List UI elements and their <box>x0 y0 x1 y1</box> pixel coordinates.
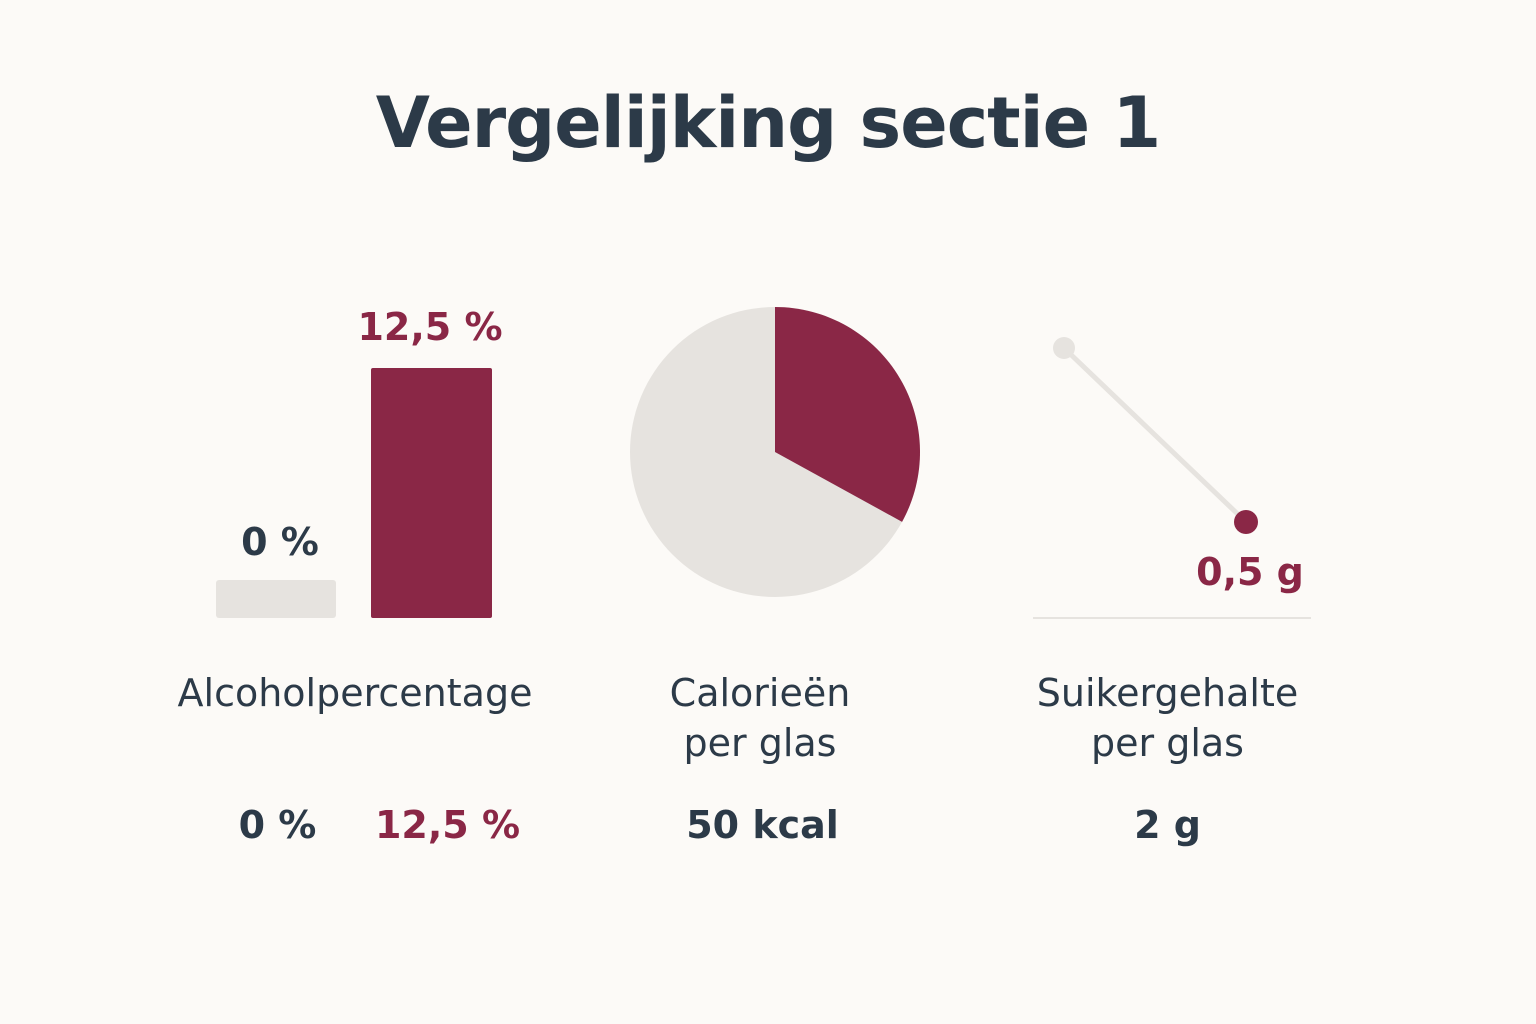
alcohol-bottom-value-1: 12,5 % <box>374 803 521 847</box>
sugar-point-start <box>1053 337 1075 359</box>
sugar-data-label: 0,5 g <box>1196 550 1304 594</box>
sugar-label-line1: Suikergehalte <box>1036 671 1299 715</box>
calories-pie-chart <box>630 307 920 597</box>
calories-bottom-value: 50 kcal <box>686 803 839 847</box>
sugar-point-end <box>1234 510 1258 534</box>
bar-zero-percent <box>216 580 336 618</box>
alcohol-bar-chart <box>216 368 492 618</box>
calories-label-line2: per glas <box>683 721 837 765</box>
alcohol-label: Alcoholpercentage <box>177 671 533 715</box>
sugar-series-line <box>1061 345 1249 525</box>
bar-data-label-0: 0 % <box>241 520 319 564</box>
sugar-label-line2: per glas <box>1091 721 1244 765</box>
bar-data-label-1: 12,5 % <box>357 305 503 349</box>
sugar-line-chart <box>1033 337 1311 619</box>
bar-twelve-percent <box>371 368 492 618</box>
chart-title: Vergelijking sectie 1 <box>375 82 1161 164</box>
alcohol-bottom-value-0: 0 % <box>238 803 317 847</box>
pie-slice-highlight <box>775 307 920 522</box>
calories-label-line1: Calorieën <box>669 671 851 715</box>
sugar-bottom-value: 2 g <box>1134 803 1201 847</box>
